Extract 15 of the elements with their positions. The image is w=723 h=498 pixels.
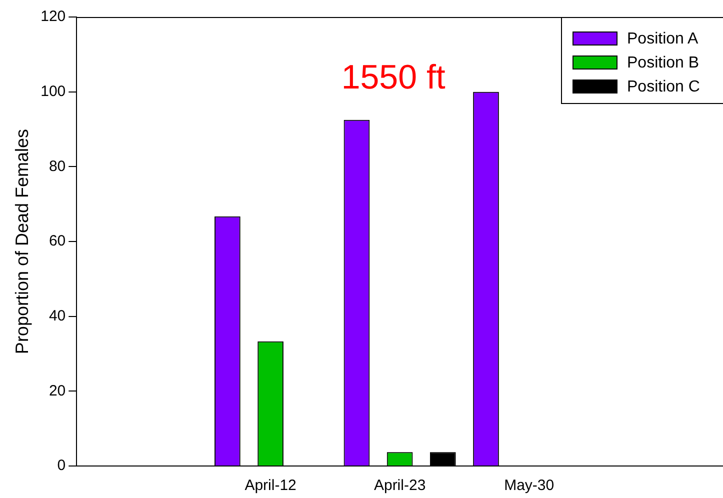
y-tick-label: 0	[57, 457, 66, 474]
y-tick-label: 80	[48, 158, 66, 175]
legend-label: Position C	[627, 78, 700, 96]
x-tick-label: April-23	[374, 477, 426, 494]
y-axis-title: Proportion of Dead Females	[12, 128, 32, 354]
y-tick-label: 20	[48, 382, 66, 400]
y-tick-label: 100	[40, 82, 66, 100]
y-tick-label: 120	[40, 8, 66, 26]
legend-label: Position A	[627, 30, 698, 48]
x-tick-label: May-30	[504, 477, 554, 494]
x-tick-label: April-12	[244, 477, 296, 494]
y-tick-label: 40	[48, 307, 66, 324]
annotation: 1550 ft	[341, 58, 446, 96]
y-tick-label: 60	[48, 232, 66, 250]
legend-label: Position B	[627, 54, 700, 72]
